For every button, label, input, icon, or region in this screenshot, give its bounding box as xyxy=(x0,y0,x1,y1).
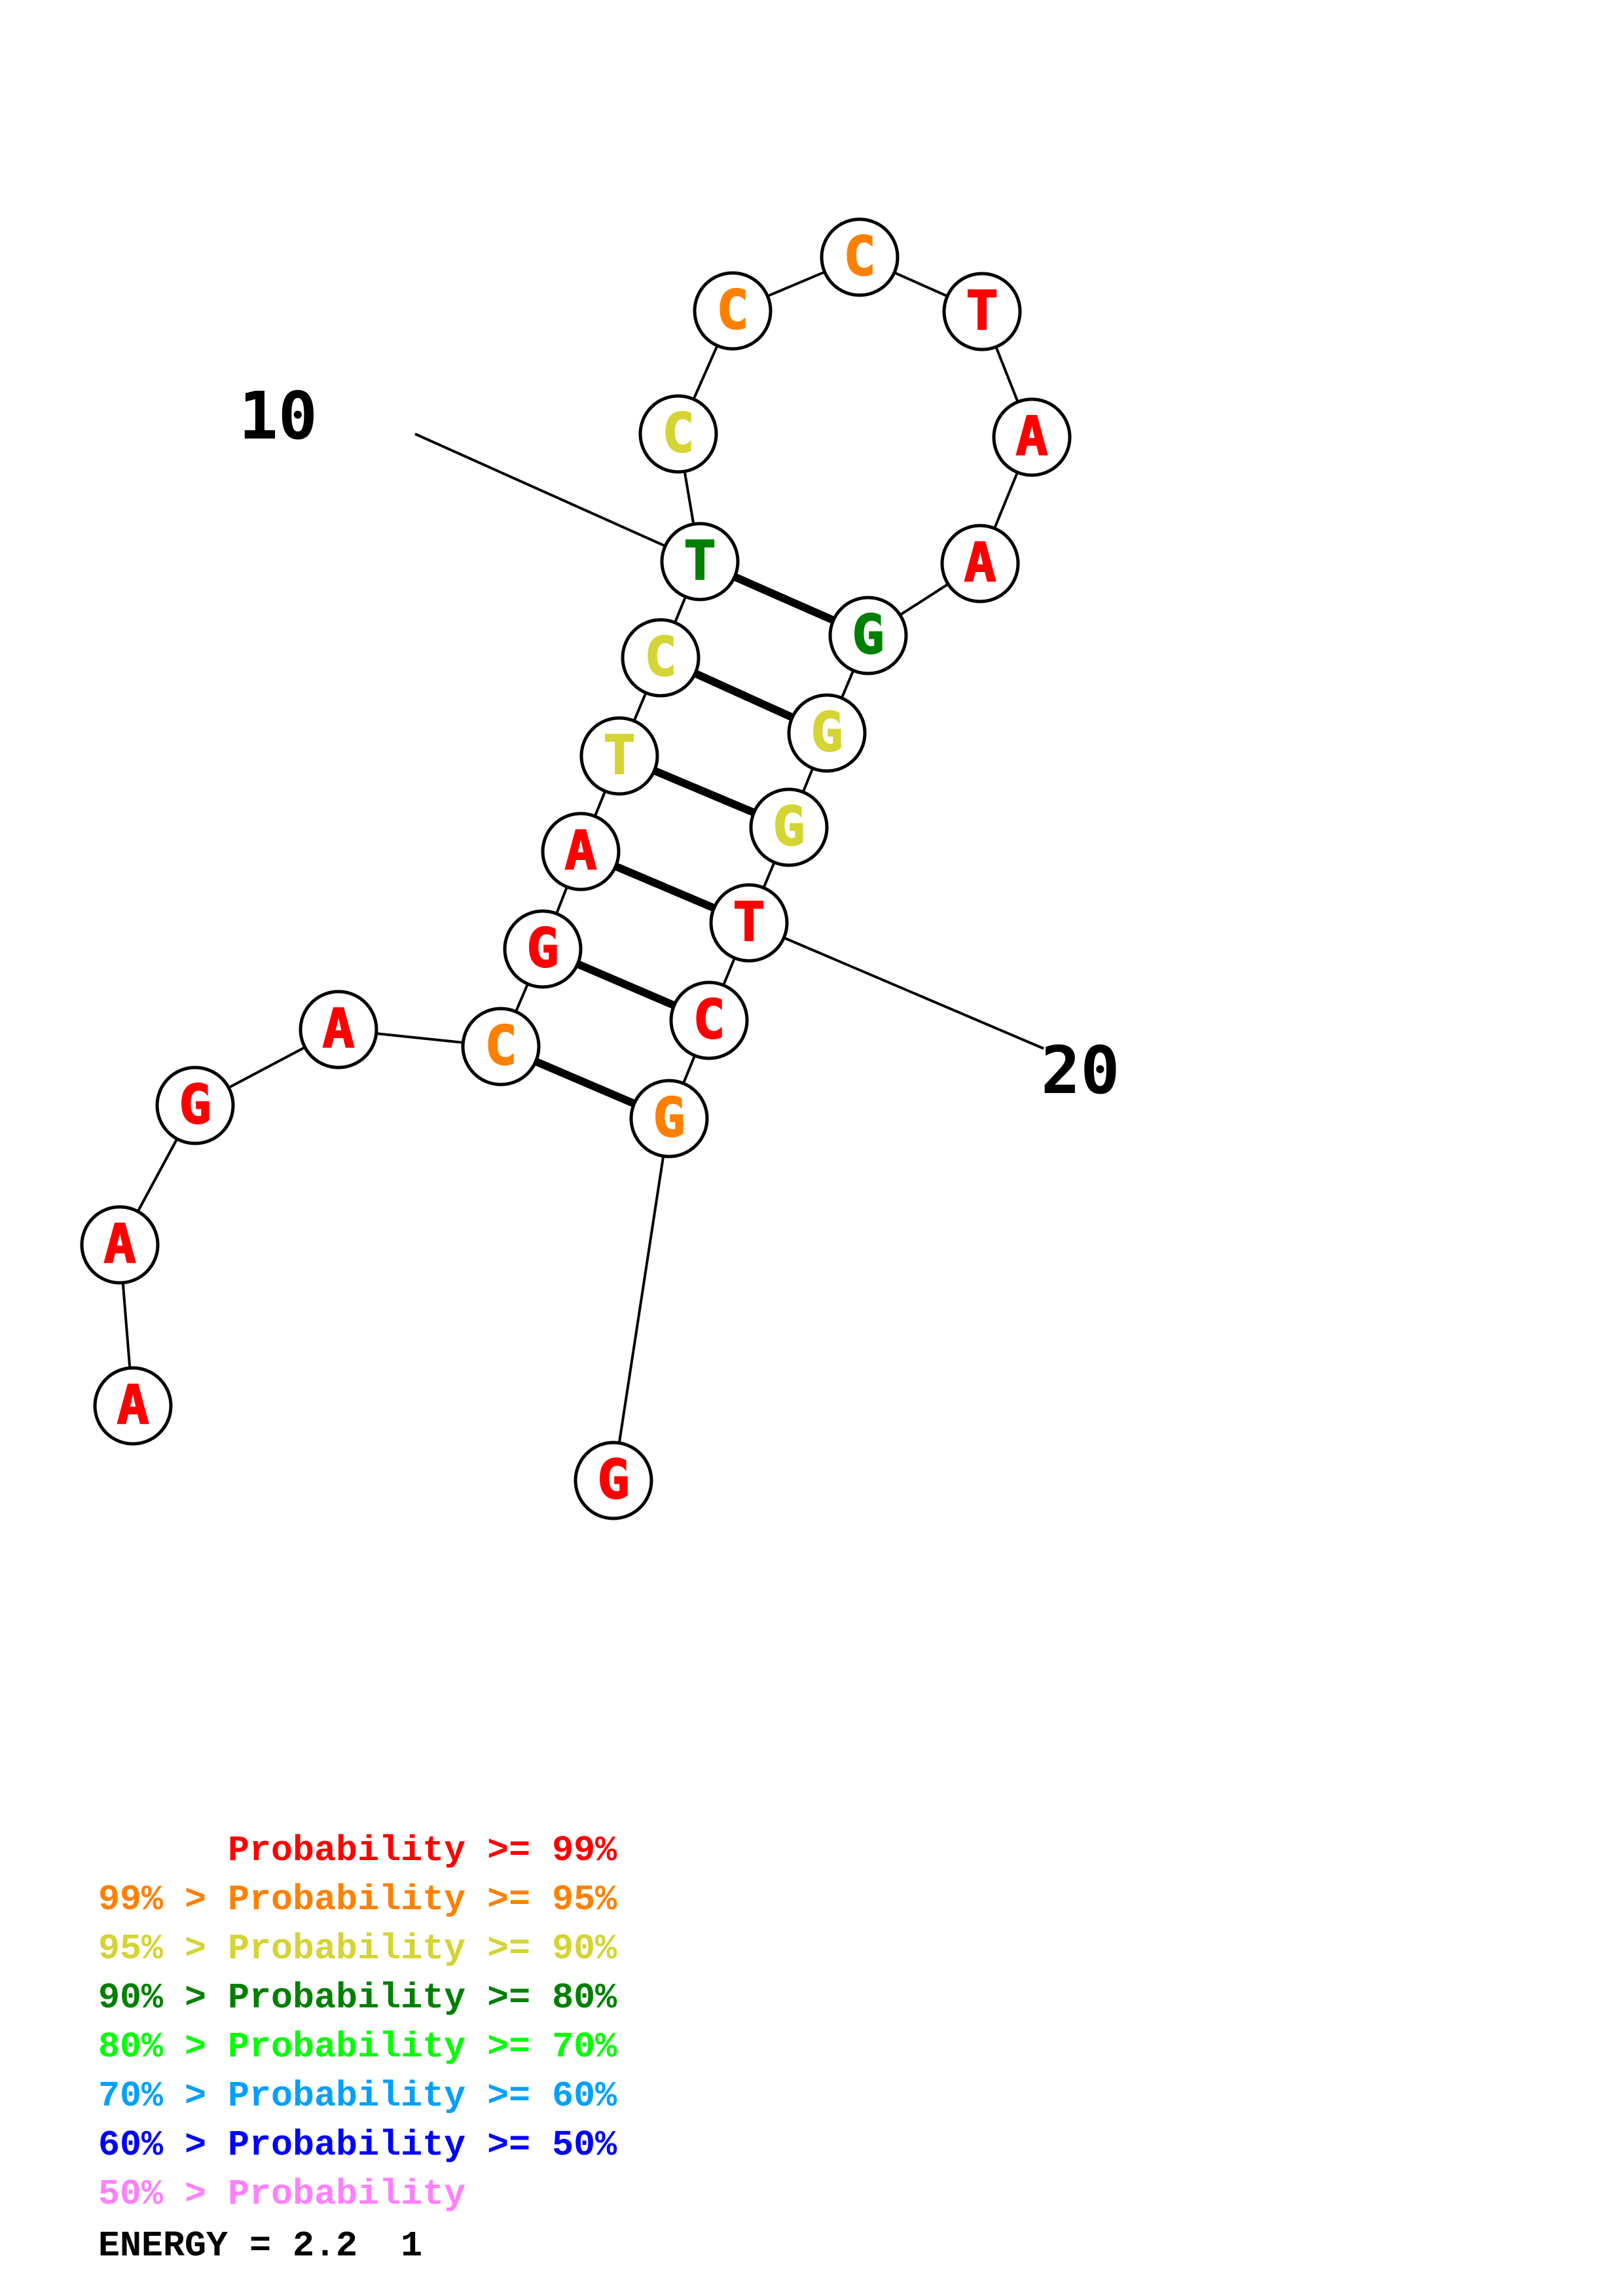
position-labels: 10 20 xyxy=(239,378,1120,1109)
nucleotide-circle xyxy=(942,272,1022,351)
nucleotide-circle xyxy=(155,1066,235,1145)
nucleotide-label: C xyxy=(693,989,725,1051)
nucleotide-circle xyxy=(621,618,701,698)
nucleotide-label: A xyxy=(103,1213,136,1276)
nucleotide-label: A xyxy=(1015,406,1048,468)
nucleotide: T xyxy=(942,272,1022,351)
nucleotide: G xyxy=(828,596,908,675)
nucleotide-circle xyxy=(787,693,867,773)
nucleotide: T xyxy=(709,883,789,963)
nucleotide: A xyxy=(940,524,1020,603)
nucleotide: G xyxy=(574,1441,653,1520)
energy-label: ENERGY = 2.2 1 xyxy=(98,2225,423,2267)
nucleotide-circle xyxy=(709,883,789,963)
nucleotide-circle xyxy=(299,990,378,1069)
nucleotide-circle xyxy=(93,1366,173,1446)
legend-row: 95% > Probability >= 90% xyxy=(98,1928,617,1969)
nucleotide-label: A xyxy=(564,820,596,882)
probability-legend: Probability >= 99% 99% > Probability >= 9… xyxy=(98,1826,617,2219)
nucleotide-circle xyxy=(461,1007,541,1086)
nucleotide-label: C xyxy=(716,279,748,342)
nucleotide-circle xyxy=(828,596,908,675)
nucleotide-circle xyxy=(579,716,659,796)
nucleotide: T xyxy=(660,522,740,601)
position-label-lines xyxy=(414,433,1044,1050)
legend-row: 50% > Probability xyxy=(98,2174,466,2215)
nucleotide: G xyxy=(155,1066,235,1145)
nucleotide-circle xyxy=(660,522,740,601)
nucleotide-label: G xyxy=(653,1087,685,1149)
nucleotide-circle xyxy=(541,812,621,891)
nucleotide-label: G xyxy=(526,918,558,980)
nucleotide: A xyxy=(992,397,1072,477)
nucleotide: C xyxy=(638,394,718,474)
nucleotide: C xyxy=(693,271,773,351)
nucleotide-label: T xyxy=(684,530,716,592)
nucleotide-label: A xyxy=(117,1374,149,1437)
nucleotide-circle xyxy=(503,909,583,989)
nucleotide-circle xyxy=(669,980,749,1060)
nucleotide-label: T xyxy=(966,280,998,342)
nucleotide-circle xyxy=(693,271,773,351)
legend-row: 60% > Probability >= 50% xyxy=(98,2125,617,2166)
position-label: 20 xyxy=(1041,1032,1120,1109)
nucleotide-label: G xyxy=(852,604,884,666)
nucleotide: G xyxy=(629,1079,709,1158)
nucleotide: A xyxy=(93,1366,173,1446)
nucleotide-circle xyxy=(820,217,900,297)
nucleotide: A xyxy=(80,1205,160,1285)
nucleotide-label: C xyxy=(484,1015,517,1077)
nucleotide: C xyxy=(621,618,701,698)
legend-row: Probability >= 99% xyxy=(98,1830,617,1871)
nucleotide: C xyxy=(669,980,749,1060)
legend-row: 80% > Probability >= 70% xyxy=(98,2026,617,2068)
nucleotide: A xyxy=(541,812,621,891)
nucleotide-label: G xyxy=(773,796,805,858)
nucleotide-label: T xyxy=(733,891,765,954)
legend-row: 90% > Probability >= 80% xyxy=(98,1977,617,2018)
nucleotide-circle xyxy=(574,1441,653,1520)
position-label-line xyxy=(414,433,701,563)
nucleotide-label: A xyxy=(322,998,354,1060)
nucleotide-circle xyxy=(638,394,718,474)
nucleotide-label: C xyxy=(644,626,676,689)
nucleotide: G xyxy=(787,693,867,773)
nucleotide-label: G xyxy=(597,1449,629,1511)
nucleotide-circle xyxy=(940,524,1020,603)
nucleotide-circle xyxy=(992,397,1072,477)
nucleotide-label: G xyxy=(179,1074,211,1136)
nucleotide-circle xyxy=(749,787,829,867)
nucleotide-circle xyxy=(80,1205,160,1285)
legend-row: 70% > Probability >= 60% xyxy=(98,2075,617,2117)
nucleotide: C xyxy=(820,217,900,297)
nucleotide-label: C xyxy=(843,226,875,288)
position-label: 10 xyxy=(239,378,318,454)
legend-row: 99% > Probability >= 95% xyxy=(98,1879,617,1920)
nucleotide-label: G xyxy=(811,702,843,764)
nucleotide-label: C xyxy=(662,403,694,465)
backbone-segment xyxy=(612,1118,670,1481)
nucleotide: G xyxy=(503,909,583,989)
nucleotide: T xyxy=(579,716,659,796)
nucleotide-label: A xyxy=(964,532,996,594)
nucleotide: A xyxy=(299,990,378,1069)
nucleotide-circle xyxy=(629,1079,709,1158)
nucleotide-label: T xyxy=(603,725,635,787)
nucleotide: G xyxy=(749,787,829,867)
position-label-line xyxy=(748,922,1044,1050)
nucleotide: C xyxy=(461,1007,541,1086)
